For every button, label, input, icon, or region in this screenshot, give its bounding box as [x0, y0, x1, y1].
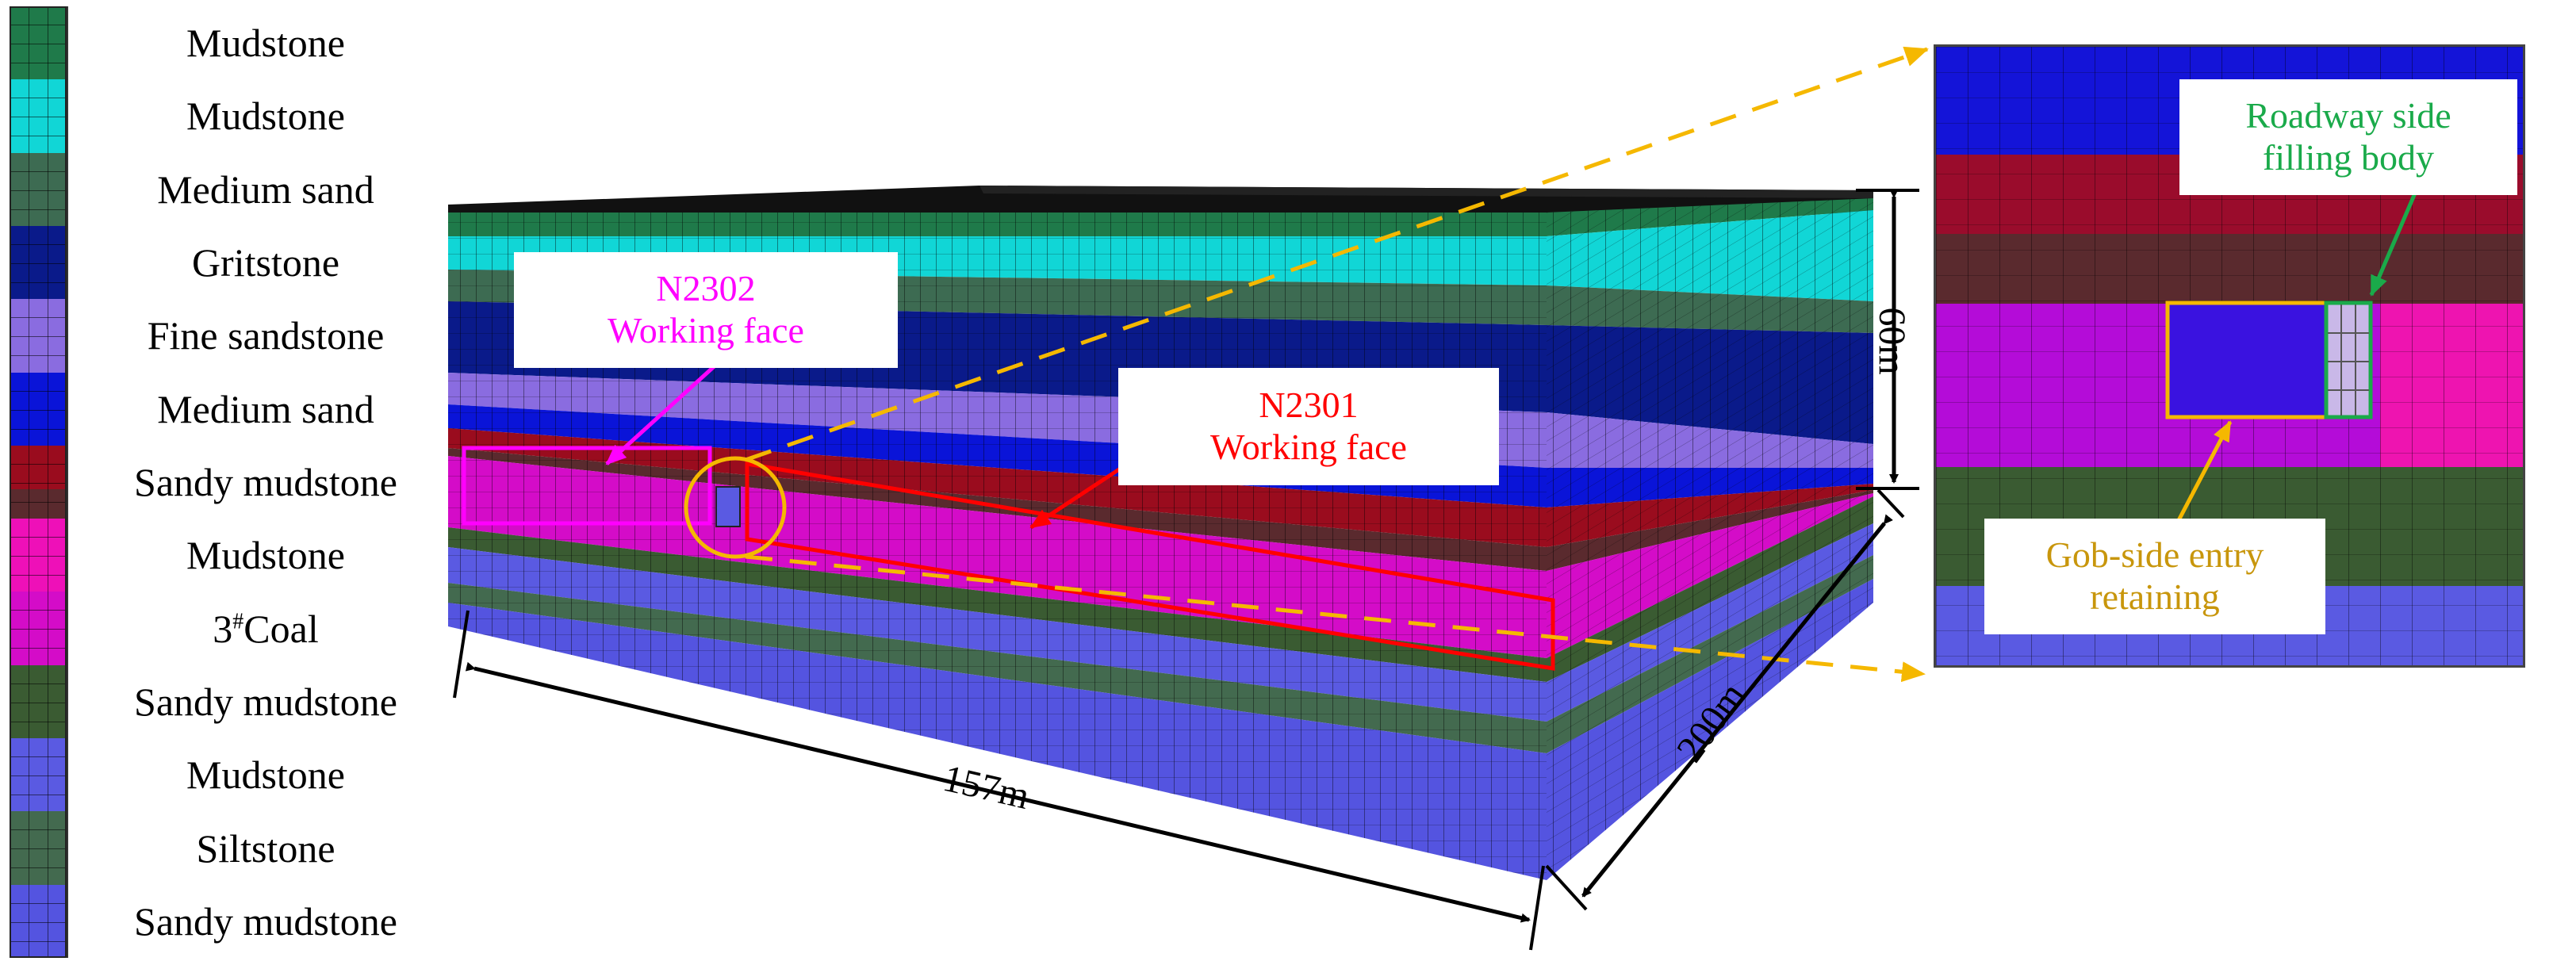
detail-highlight-circle: [684, 456, 787, 559]
roadway-title: Roadway side: [2245, 95, 2451, 136]
legend-label: Siltstone: [196, 825, 335, 871]
legend-label: Mudstone: [186, 752, 345, 798]
legend-swatch: [10, 445, 68, 519]
legend-label: Mudstone: [186, 21, 345, 66]
legend-item: Gritstone: [10, 225, 454, 300]
n2302-pointer: [605, 362, 719, 465]
side-mesh: [1547, 198, 1873, 236]
dim-width-tick-left: [453, 610, 470, 699]
legend-item: Sandy mudstone: [10, 884, 454, 958]
legend-label: Gritstone: [191, 240, 340, 285]
dim-width-label: 157m: [939, 757, 1033, 818]
legend-label: Fine sandstone: [147, 313, 385, 358]
dim-width-line: [465, 661, 1531, 923]
n2302-callout: N2302 Working face: [514, 252, 898, 368]
n2301-subtitle: Working face: [1210, 427, 1407, 467]
n2301-title: N2301: [1259, 385, 1359, 426]
legend-swatch: [10, 519, 68, 592]
legend-item: Mudstone: [10, 738, 454, 812]
legend-swatch: [10, 592, 68, 665]
legend-label: Mudstone: [186, 94, 345, 139]
legend-item: 3#Coal: [10, 592, 454, 665]
side-mesh: [1547, 412, 1873, 468]
gob-subtitle: retaining: [2090, 576, 2220, 617]
dim-length-tick: [1876, 488, 1905, 519]
dim-width-tick-right: [1529, 865, 1545, 951]
dim-height-label: 60m: [1871, 307, 1913, 374]
n2302-subtitle: Working face: [608, 310, 804, 350]
n2302-title: N2302: [656, 268, 756, 309]
front-mesh: [448, 527, 1547, 682]
legend-item: Mudstone: [10, 519, 454, 592]
model-top-face-shade: [979, 186, 1873, 198]
front-mesh: [448, 448, 1547, 571]
legend-item: Sandy mudstone: [10, 664, 454, 739]
roadway-callout: Roadway side filling body: [2179, 79, 2517, 195]
legend-item: Medium sand: [10, 372, 454, 446]
legend-swatch: [10, 79, 68, 153]
n2302-face-outline: [462, 446, 712, 526]
legend-swatch: [10, 884, 68, 958]
gob-title: Gob-side entry: [2045, 534, 2264, 576]
legend-item: Mudstone: [10, 6, 454, 80]
side-mesh: [1547, 325, 1873, 444]
zoom-guide-upper: [745, 46, 1929, 462]
legend-swatch: [10, 299, 68, 373]
legend-label: Mudstone: [186, 533, 345, 578]
legend-label: Medium sand: [157, 386, 374, 431]
gob-entry-marker: [715, 486, 741, 527]
legend-item: Siltstone: [10, 811, 454, 885]
roadway-subtitle: filling body: [2263, 137, 2434, 178]
inset-mesh: [1936, 234, 2523, 304]
legend-swatch: [10, 738, 68, 812]
side-mesh: [1547, 468, 1873, 507]
legend-item: Sandy mudstone: [10, 445, 454, 519]
legend-swatch: [10, 225, 68, 300]
n2301-face-outline: [745, 461, 1555, 671]
front-mesh: [448, 213, 1547, 236]
dim-length-line: [1581, 514, 1893, 898]
legend-label: 3#Coal: [213, 606, 319, 651]
legend-swatch: [10, 152, 68, 226]
legend-swatch: [10, 811, 68, 885]
side-mesh: [1547, 210, 1873, 301]
legend-item: Medium sand: [10, 152, 454, 226]
legend-swatch: [10, 664, 68, 739]
legend-label: Sandy mudstone: [134, 898, 397, 944]
model-side-face: [1547, 198, 1873, 880]
dim-length-tick-bottom: [1545, 864, 1588, 911]
legend-label: Medium sand: [157, 167, 374, 212]
legend-swatch: [10, 372, 68, 446]
legend-swatch: [10, 6, 68, 80]
legend-label: Sandy mudstone: [134, 459, 397, 504]
n2301-callout: N2301 Working face: [1118, 368, 1499, 485]
legend-label: Sandy mudstone: [134, 679, 397, 724]
legend-item: Mudstone: [10, 79, 454, 153]
side-mesh: [1547, 285, 1873, 333]
layer-legend: Mudstone Mudstone Medium sand Gritstone Fine…: [10, 6, 454, 958]
legend-item: Fine sandstone: [10, 299, 454, 373]
inset-mesh: [1936, 304, 2523, 467]
gob-callout: Gob-side entry retaining: [1984, 519, 2325, 634]
